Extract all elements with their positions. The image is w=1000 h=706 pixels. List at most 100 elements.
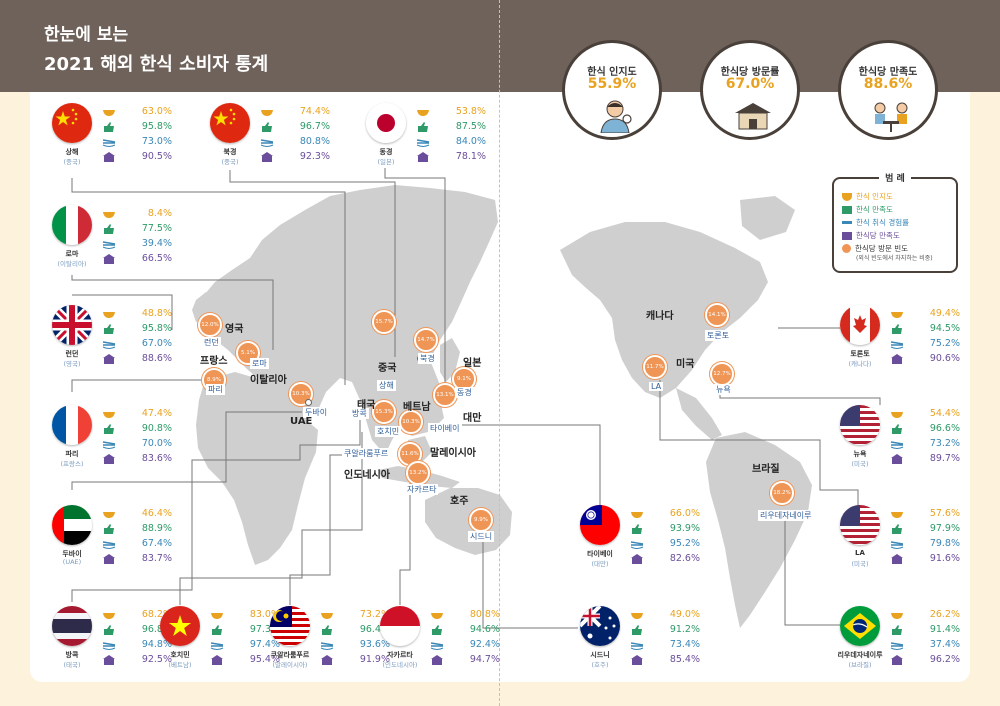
- hochiminh-stats: 83.0% 97.3% 97.4% 95.4%: [210, 607, 280, 667]
- restaurant-satisfaction-value: 94.7%: [469, 654, 500, 665]
- awareness-value: 49.0%: [669, 609, 700, 620]
- jakarta-stats: 80.8% 94.6% 92.4% 94.7%: [430, 607, 500, 667]
- stat-row: 94.8%: [102, 637, 172, 652]
- restaurant-icon: [431, 654, 443, 665]
- stat-row: 83.7%: [102, 551, 172, 566]
- stat-row: 47.4%: [102, 406, 172, 421]
- stat-row: 83.0%: [210, 607, 280, 622]
- stat-row: 78.1%: [416, 149, 486, 164]
- chopsticks-icon: [890, 641, 904, 650]
- map-country-label: 태국: [357, 400, 376, 411]
- stat-row: 82.6%: [630, 551, 700, 566]
- satisfaction-value: 91.4%: [929, 624, 960, 635]
- thumbs-up-icon: [892, 624, 902, 635]
- toronto-stats: 49.4% 94.5% 75.2% 90.6%: [890, 306, 960, 366]
- tokyo-flag-icon: [366, 103, 406, 143]
- connector-la: [659, 380, 859, 505]
- dubai-city-name: 두바이: [62, 550, 82, 558]
- satisfaction-value: 96.6%: [929, 423, 960, 434]
- satisfaction-value: 96.8%: [141, 624, 172, 635]
- restaurant-satisfaction-value: 66.5%: [141, 253, 172, 264]
- person-thinking-icon: [600, 100, 632, 133]
- awareness-value: 49.4%: [929, 308, 960, 319]
- stat-row: 77.5%: [102, 221, 172, 236]
- north-america-shape: [560, 222, 768, 398]
- bowl-icon: [891, 511, 903, 518]
- paris-flag-icon: [52, 405, 92, 445]
- summary-value: 67.0%: [725, 76, 775, 92]
- satisfaction-value: 77.5%: [141, 223, 172, 234]
- newyork-country-name: (미국): [851, 460, 869, 468]
- stat-row: 63.0%: [102, 104, 172, 119]
- stat-row: 49.0%: [630, 607, 700, 622]
- awareness-value: 80.8%: [469, 609, 500, 620]
- thumbs-up-icon: [104, 223, 114, 234]
- stat-row: 94.6%: [430, 622, 500, 637]
- chopsticks-icon: [102, 440, 116, 449]
- stat-row: 97.3%: [210, 622, 280, 637]
- awareness-value: 63.0%: [141, 106, 172, 117]
- map-city-label: 타이베이: [428, 423, 462, 434]
- thumbs-up-icon: [842, 205, 852, 214]
- awareness-value: 47.4%: [141, 408, 172, 419]
- connector-bangkok: [71, 420, 361, 602]
- stat-row: 91.4%: [890, 622, 960, 637]
- visit-frequency-bubble: 12.7%: [710, 362, 734, 386]
- awareness-value: 46.4%: [141, 508, 172, 519]
- stat-row: 66.0%: [630, 506, 700, 521]
- restaurant-icon: [891, 353, 903, 364]
- newyork-city-name: 뉴욕: [853, 450, 867, 458]
- bowl-icon: [417, 109, 429, 116]
- stat-row: 88.6%: [102, 351, 172, 366]
- restaurant-icon: [103, 553, 115, 564]
- restaurant-icon: [417, 151, 429, 162]
- satisfaction-value: 88.9%: [141, 523, 172, 534]
- kualalumpur-country-name: (말레이시아): [272, 661, 308, 669]
- beijing-flag-icon: [210, 103, 250, 143]
- map-city-label: 북경: [418, 353, 437, 364]
- satisfaction-value: 97.9%: [929, 523, 960, 534]
- jakarta-city-name: 자카르타: [387, 651, 413, 659]
- bangkok-flag-icon: [52, 606, 92, 646]
- kualalumpur-city-name: 쿠알라룸푸르: [270, 651, 310, 659]
- paris-country-name: (프랑스): [60, 460, 84, 468]
- thumbs-up-icon: [892, 423, 902, 434]
- stat-row: 66.5%: [102, 251, 172, 266]
- people-dining-icon: [874, 102, 908, 132]
- stat-row: 95.2%: [630, 536, 700, 551]
- stat-row: 70.0%: [102, 436, 172, 451]
- bowl-icon: [261, 109, 273, 116]
- stat-row: 48.8%: [102, 306, 172, 321]
- visit-frequency-bubble: 9.9%: [469, 508, 493, 532]
- la-city-name: LA: [855, 549, 865, 557]
- awareness-value: 66.0%: [669, 508, 700, 519]
- thumbs-up-icon: [322, 624, 332, 635]
- stat-row: 96.4%: [320, 622, 390, 637]
- connector-paris: [71, 375, 211, 392]
- sydney-flag-icon: [580, 606, 620, 646]
- map-city-label: 상해: [377, 380, 396, 391]
- experience-value: 95.2%: [669, 538, 700, 549]
- connector-tokyo: [384, 168, 446, 390]
- satisfaction-value: 94.5%: [929, 323, 960, 334]
- paris-stats: 47.4% 90.8% 70.0% 83.6%: [102, 406, 172, 466]
- summary-visit-rate: 한식당 방문률 67.0%: [700, 40, 800, 140]
- stat-row: 97.4%: [210, 637, 280, 652]
- legend-title: 범 례: [879, 174, 911, 184]
- summary-awareness: 한식 인지도 55.9%: [562, 40, 662, 140]
- restaurant-satisfaction-value: 83.7%: [141, 553, 172, 564]
- jakarta-country-name: (인도네시아): [382, 661, 418, 669]
- legend-item-experience: 한식 취식 경험률: [842, 217, 909, 228]
- restaurant-satisfaction-value: 82.6%: [669, 553, 700, 564]
- london-stats: 48.8% 95.8% 67.0% 88.6%: [102, 306, 172, 366]
- map-city-label: 시드니: [468, 531, 495, 542]
- visit-frequency-bubble: 13.1%: [433, 383, 457, 407]
- kualalumpur-flag-icon: [270, 606, 310, 646]
- stat-row: 96.7%: [260, 119, 330, 134]
- awareness-value: 53.8%: [455, 106, 486, 117]
- thumbs-up-icon: [892, 523, 902, 534]
- experience-value: 84.0%: [455, 136, 486, 147]
- map-country-label: UAE: [290, 416, 313, 427]
- map-country-label: 말레이시아: [430, 448, 476, 459]
- rio-flag-icon: [840, 606, 880, 646]
